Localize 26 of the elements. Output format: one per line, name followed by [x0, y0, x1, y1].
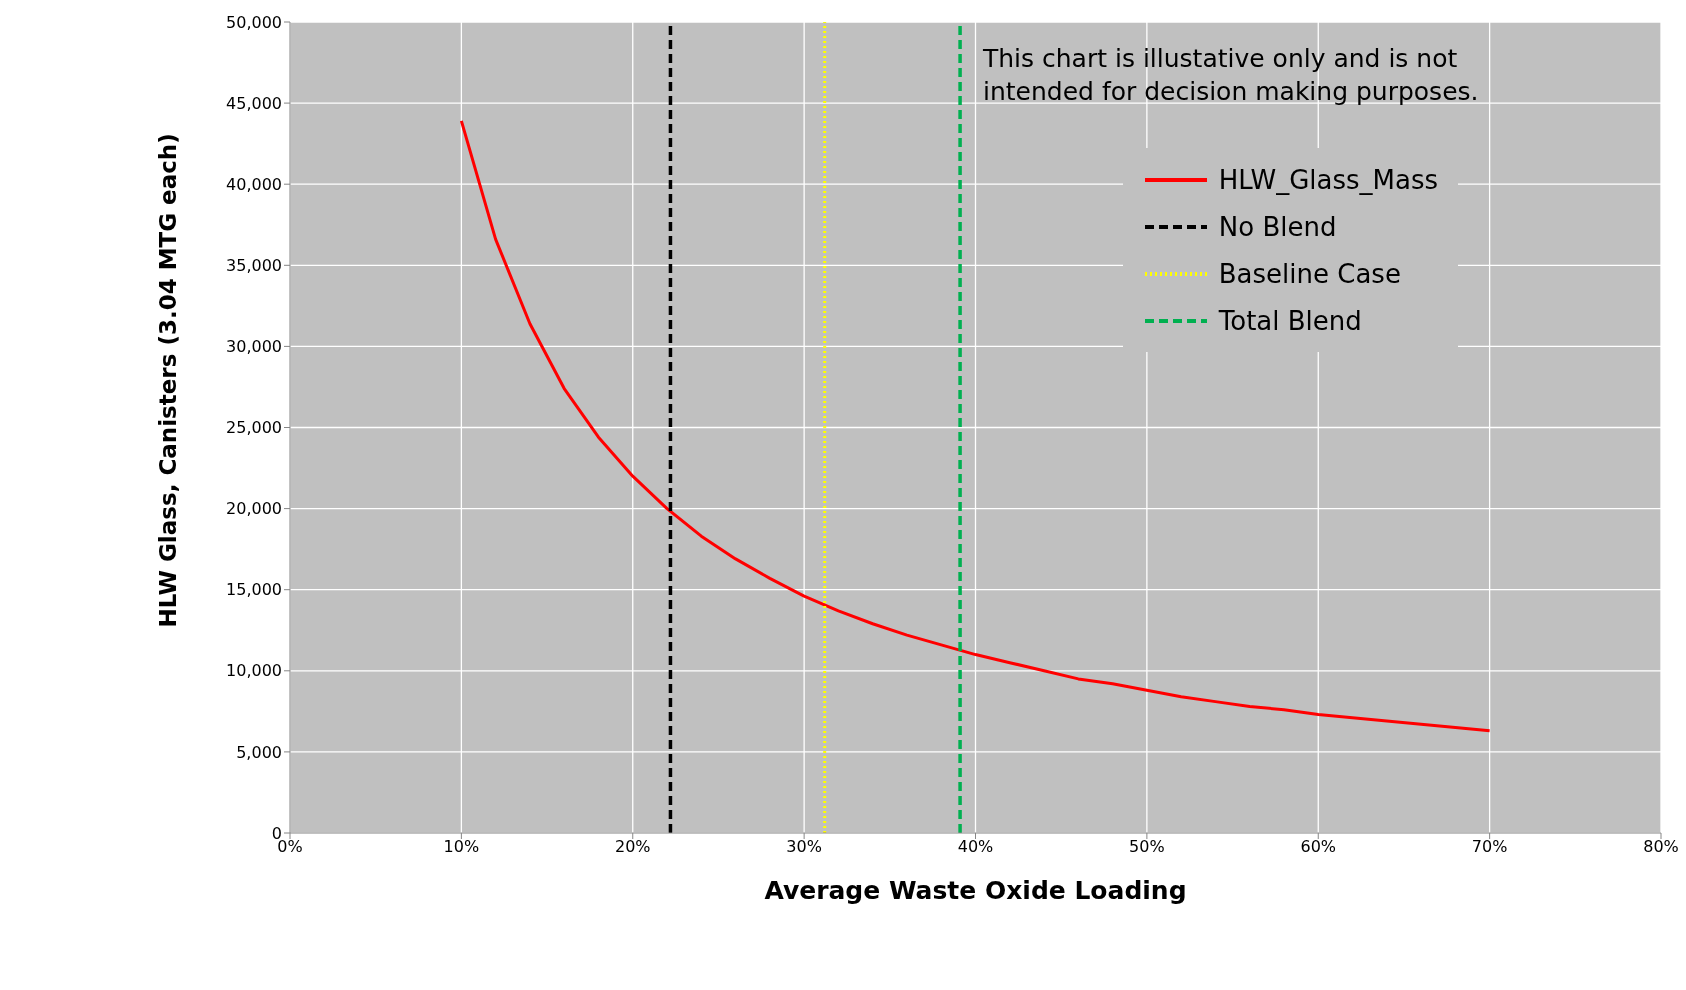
y-tick-label: 25,000	[226, 418, 282, 438]
legend-label: Baseline Case	[1218, 258, 1401, 289]
annotation: This chart is illustative only and is not intended for decision making purposes.	[983, 43, 1480, 108]
x-tick-label: 80%	[1643, 837, 1679, 857]
x-tick-label: 60%	[1300, 837, 1337, 857]
x-tick-label: 10%	[443, 837, 480, 857]
legend-label: No Blend	[1218, 211, 1337, 242]
x-tick-label: 70%	[1471, 837, 1508, 857]
legend-label: Total Blend	[1218, 305, 1362, 336]
y-tick-label: 45,000	[226, 93, 282, 113]
x-tick-label: 40%	[957, 837, 994, 857]
y-axis-title: HLW Glass, Canisters (3.04 MTG each)	[155, 133, 182, 628]
y-tick-label: 30,000	[226, 337, 282, 357]
y-tick-label: 15,000	[226, 580, 282, 600]
x-tick-label: 30%	[786, 837, 822, 857]
y-tick-label: 40,000	[226, 174, 282, 194]
y-tick-label: 10,000	[226, 661, 282, 681]
y-tick-label: 35,000	[226, 255, 282, 275]
x-tick-label: 50%	[1129, 837, 1165, 857]
legend-label: HLW_Glass_Mass	[1218, 164, 1438, 195]
line-series	[459, 119, 1492, 733]
x-axis-title: Average Waste Oxide Loading	[764, 876, 1187, 905]
y-tick-label: 20,000	[226, 499, 282, 519]
x-tick-label: 20%	[614, 837, 651, 857]
y-tick-label: 50,000	[226, 12, 282, 32]
y-tick-label: 5,000	[236, 742, 282, 762]
